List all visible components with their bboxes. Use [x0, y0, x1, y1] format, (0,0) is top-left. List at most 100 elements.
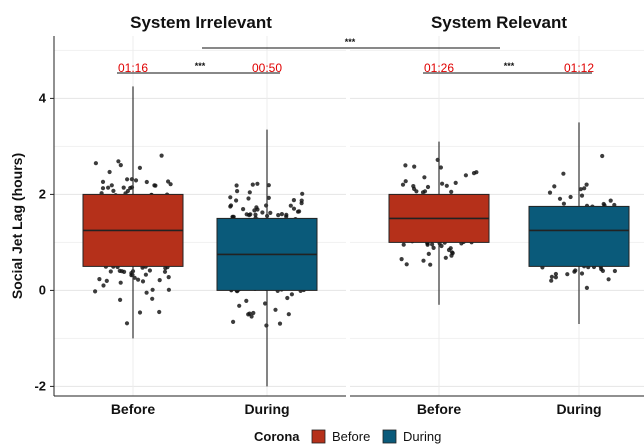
data-point — [428, 262, 433, 267]
data-point — [612, 268, 618, 274]
data-point — [119, 269, 124, 274]
data-point — [291, 206, 297, 211]
data-point — [104, 278, 109, 283]
data-point — [273, 307, 278, 312]
data-point — [579, 193, 585, 198]
median-annotation-0-1: 00:50 — [252, 61, 282, 75]
data-point — [168, 182, 173, 187]
data-point — [152, 183, 157, 188]
data-point — [426, 251, 431, 256]
y-axis-label: Social Jet Lag (hours) — [9, 153, 25, 299]
data-point — [297, 209, 302, 214]
facet-title-system-irrelevant: System Irrelevant — [130, 13, 272, 32]
data-point — [600, 268, 606, 273]
data-point — [449, 253, 454, 258]
data-point — [118, 297, 123, 302]
data-point — [143, 272, 148, 277]
x-axis-labels: Before During Before During — [111, 401, 602, 417]
data-point — [234, 198, 239, 203]
data-point — [137, 165, 142, 170]
data-point — [166, 179, 171, 184]
data-point — [100, 186, 106, 191]
data-point — [136, 277, 141, 282]
data-point — [404, 262, 409, 267]
data-point — [166, 287, 171, 292]
x-tick-label-0-0: Before — [111, 401, 156, 417]
data-point — [150, 296, 155, 301]
data-point — [291, 198, 296, 203]
data-point — [565, 272, 570, 277]
data-point — [399, 257, 404, 262]
data-point — [231, 319, 236, 324]
data-point — [568, 194, 573, 200]
data-point — [430, 242, 435, 247]
data-point — [252, 208, 257, 213]
data-point — [109, 183, 114, 188]
median-annotation-1-0: 01:26 — [424, 61, 454, 75]
data-point — [101, 283, 106, 288]
data-point — [448, 246, 453, 251]
y-tick-label: 2 — [39, 186, 46, 201]
data-point — [299, 201, 304, 206]
data-point — [284, 214, 289, 219]
legend-swatch-during — [382, 429, 397, 444]
data-point — [266, 195, 271, 200]
significance-label-1: *** — [504, 61, 515, 71]
data-point — [107, 169, 112, 175]
data-point — [253, 212, 258, 217]
y-axis-ticks: -2 0 2 4 — [34, 90, 54, 393]
data-point — [268, 210, 273, 215]
data-point — [251, 310, 256, 316]
data-point — [608, 198, 613, 203]
data-point — [584, 182, 589, 187]
data-point — [132, 275, 137, 280]
data-point — [93, 289, 98, 294]
data-point — [100, 179, 106, 184]
data-point — [557, 196, 563, 201]
legend-title: Corona — [254, 429, 300, 444]
data-point — [163, 266, 168, 271]
x-tick-label-0-1: During — [244, 401, 289, 417]
data-point — [444, 183, 449, 188]
data-point — [412, 164, 417, 169]
median-annotation-0-0: 01:16 — [118, 61, 148, 75]
data-point — [162, 269, 168, 274]
data-point — [549, 278, 554, 283]
data-point — [463, 173, 468, 178]
data-point — [118, 280, 123, 285]
facet-title-system-relevant: System Relevant — [431, 13, 567, 32]
legend-swatch-before — [311, 429, 326, 444]
data-point — [118, 163, 123, 168]
data-point — [108, 269, 113, 274]
data-point — [121, 185, 126, 190]
data-point — [600, 153, 605, 159]
data-point — [125, 177, 130, 182]
data-point — [128, 185, 133, 191]
median-annotation-1-1: 01:12 — [564, 61, 594, 75]
data-point — [144, 179, 149, 185]
data-point — [449, 250, 455, 255]
data-point — [140, 279, 146, 284]
legend-label-during: During — [403, 429, 441, 444]
data-point — [260, 210, 265, 215]
data-point — [420, 190, 426, 195]
data-point — [606, 277, 611, 282]
data-point — [241, 207, 246, 212]
data-point — [425, 184, 431, 190]
data-point — [578, 187, 583, 192]
data-point — [133, 178, 139, 183]
y-tick-label: 0 — [39, 282, 46, 297]
data-point — [443, 255, 448, 260]
data-point — [403, 179, 408, 184]
data-point — [250, 182, 255, 187]
data-point — [285, 295, 290, 301]
data-point — [582, 186, 587, 191]
data-point — [235, 189, 240, 194]
data-point — [277, 321, 283, 326]
data-point — [438, 165, 443, 170]
legend-label-before: Before — [332, 429, 370, 444]
data-point — [276, 213, 281, 218]
data-point — [246, 196, 251, 201]
data-point — [125, 188, 130, 194]
